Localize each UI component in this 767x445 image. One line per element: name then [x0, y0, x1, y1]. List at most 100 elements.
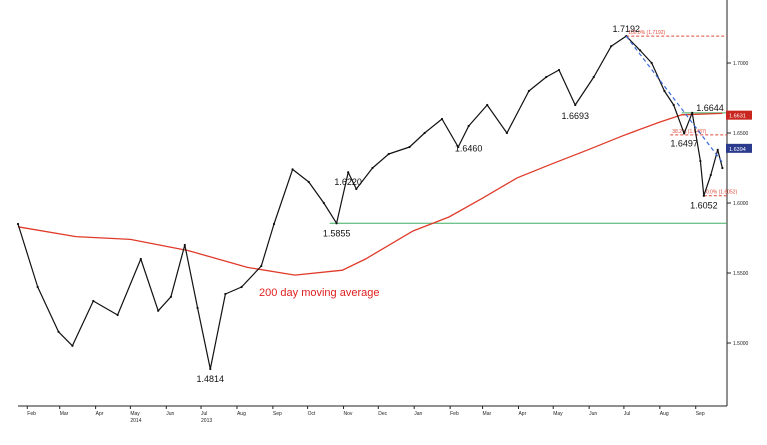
price-point [423, 131, 426, 135]
price-point [639, 49, 642, 52]
x-tick-label: Jul [624, 411, 630, 417]
price-annotation: 1.6220 [334, 177, 362, 187]
price-point [157, 309, 160, 312]
price-point [355, 187, 358, 191]
trendline [625, 35, 725, 165]
x-tick-label: Dec [378, 411, 387, 417]
price-point [467, 124, 470, 128]
price-point [709, 173, 712, 177]
x-year-label: 2014 [130, 418, 141, 424]
series-line-moving-average [17, 112, 723, 276]
price-point [408, 145, 411, 149]
value-tag [726, 143, 752, 153]
price-point [387, 152, 390, 156]
level-label: 38.2% (1.6487) [672, 129, 707, 135]
price-point [16, 222, 20, 226]
price-point [557, 68, 561, 72]
price-point [240, 285, 243, 289]
x-tick-label: Apr [518, 411, 526, 417]
price-point [183, 243, 186, 247]
x-tick-label: Mar [483, 411, 492, 417]
price-annotation: 1.6644 [696, 103, 724, 113]
price-point [574, 103, 577, 107]
price-point [260, 264, 263, 268]
moving-average-series [17, 112, 723, 276]
price-annotations: 1.4814 1.5855 1.6220 1.6460 1.6693 1.7192 1.66… [197, 24, 724, 384]
price-annotation: 1.7192 [612, 24, 640, 34]
price-point [457, 145, 460, 149]
x-tick-label: Sep [696, 411, 705, 417]
x-year-label: 2013 [201, 418, 212, 424]
price-point [92, 299, 95, 303]
level-lines: 100.0% (1.7192) 38.2% (1.6487) 0.0% (1.605… [329, 30, 738, 224]
y-tick-label: 1.6000 [733, 201, 749, 207]
price-annotation: 1.6497 [670, 138, 698, 148]
price-annotation: 1.6460 [455, 144, 483, 154]
y-tick-label: 1.6500 [733, 131, 749, 137]
price-point [650, 61, 653, 65]
level-label: 100.0% (1.7192) [628, 30, 665, 36]
price-point [57, 330, 60, 333]
price-point [691, 111, 694, 114]
x-tick-label: Aug [237, 411, 246, 417]
x-tick-label: May [553, 411, 563, 417]
value-tag-label: 1.6394 [729, 147, 746, 153]
x-tick-label: Sep [273, 411, 282, 417]
y-tick-label: 1.5000 [733, 341, 749, 347]
price-point [371, 166, 374, 170]
price-point [592, 75, 595, 79]
price-point [139, 257, 142, 261]
y-axis: 1.5000 1.5500 1.6000 1.6500 1.7000 [727, 61, 749, 347]
price-point [545, 75, 548, 79]
price-point [716, 148, 719, 151]
price-point [196, 306, 199, 310]
price-point [272, 222, 276, 226]
price-point [699, 159, 702, 163]
value-tag-label: 1.6631 [729, 114, 746, 120]
price-point [36, 285, 39, 289]
x-tick-label: Nov [344, 411, 353, 417]
ma-label: 200 day moving average [259, 287, 379, 299]
price-point [71, 344, 74, 347]
price-point [440, 117, 444, 121]
price-annotation: 1.6052 [690, 201, 718, 211]
x-tick-label: Oct [308, 411, 316, 417]
y-tick-label: 1.5500 [733, 271, 749, 277]
x-axis: Feb Mar Apr May Jun Jul Aug Sep Oct Nov Dec Jan Feb M… [26, 406, 705, 424]
x-tick-label: Apr [96, 411, 104, 417]
value-tag [726, 110, 752, 120]
price-point [610, 45, 613, 48]
price-annotation: 1.6693 [561, 111, 589, 121]
price-point [683, 132, 686, 135]
price-point [224, 292, 227, 296]
price-annotation: 1.4814 [197, 374, 225, 384]
price-point [291, 168, 294, 171]
x-tick-label: Aug [660, 411, 669, 417]
value-tags: 1.6631 1.6394 [726, 110, 752, 153]
price-point [505, 131, 508, 135]
price-point [663, 89, 666, 93]
price-point [335, 222, 338, 225]
x-tick-label: Jan [414, 411, 422, 417]
trendline-line [625, 35, 725, 165]
price-annotation: 1.5855 [323, 228, 351, 238]
price-point [672, 103, 675, 107]
price-point [486, 103, 489, 107]
price-series [16, 35, 724, 371]
x-tick-label: Jun [166, 411, 174, 417]
price-point [322, 201, 325, 205]
x-tick-label: Jun [589, 411, 597, 417]
x-tick-label: Jul [201, 411, 207, 417]
x-tick-label: Feb [450, 411, 459, 417]
price-point [169, 295, 173, 298]
price-point [347, 171, 350, 174]
level-label: 0.0% (1.6052) [706, 190, 738, 196]
price-point [527, 89, 530, 93]
price-point [116, 313, 119, 317]
x-tick-label: Mar [60, 411, 69, 417]
x-tick-label: Feb [27, 411, 36, 417]
price-point [307, 180, 310, 184]
price-point [721, 166, 724, 170]
